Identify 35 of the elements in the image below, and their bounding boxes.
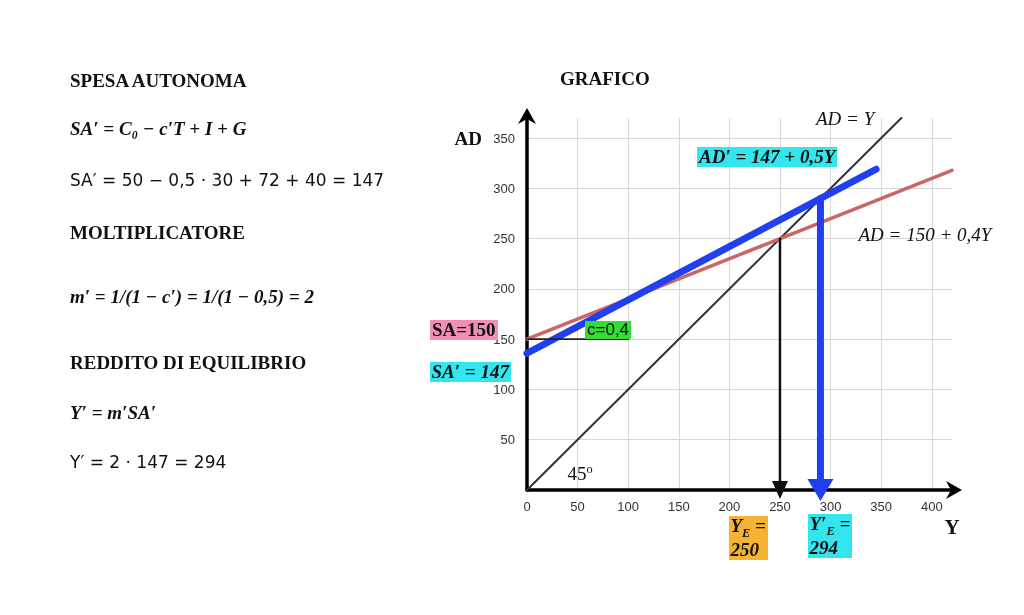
annotation: c=0,4 bbox=[585, 320, 632, 339]
y-tick-label: 300 bbox=[493, 180, 515, 196]
text: Y′ = m′SA′ bbox=[70, 402, 156, 424]
text: SA′ = 50 − 0,5 · 30 + 72 + 40 = 147 bbox=[70, 170, 385, 190]
x-tick-label: 100 bbox=[617, 499, 640, 514]
y-tick-label: 250 bbox=[493, 231, 515, 247]
text: m′ = 1/(1 − c′) = 1/(1 − 0,5) = 2 bbox=[70, 286, 315, 308]
text: Y′$_{E}$ = 294 bbox=[807, 513, 853, 558]
y-axis-title: AD bbox=[454, 128, 482, 149]
text: SA′ = 147 bbox=[429, 361, 511, 382]
x-axis-title: Y bbox=[944, 514, 960, 539]
annotation: 45$^{o}$ bbox=[566, 461, 594, 484]
chart-title: GRAFICO bbox=[560, 68, 650, 89]
x-tick-label: 400 bbox=[920, 499, 943, 514]
x-tick-label: 200 bbox=[718, 499, 741, 514]
y-tick-label: 350 bbox=[493, 130, 515, 146]
x-tick-label: 350 bbox=[870, 499, 893, 514]
x-tick-label: 50 bbox=[570, 499, 585, 514]
x-tick-label: 250 bbox=[769, 499, 791, 514]
text: SA=150 bbox=[430, 319, 498, 340]
annotation: AD = Y bbox=[814, 108, 877, 129]
y-tick-label: 200 bbox=[493, 281, 515, 297]
text: REDDITO DI EQUILIBRIO bbox=[70, 352, 307, 374]
x-tick-label: 300 bbox=[819, 499, 842, 514]
text: MOLTIPLICATORE bbox=[70, 222, 245, 244]
x-tick-label: 150 bbox=[667, 499, 690, 514]
text: Y′ = 2 · 147 = 294 bbox=[70, 452, 227, 472]
text: Y$_{E}$ = 250 bbox=[728, 515, 768, 560]
y-tick-label: 100 bbox=[493, 381, 515, 397]
text: SA′ = C₀ − c′T + I + G bbox=[70, 118, 247, 140]
text: SPESA AUTONOMA bbox=[70, 70, 247, 92]
x-tick-label: 0 bbox=[523, 499, 531, 514]
annotation: AD′ = 147 + 0,5Y bbox=[697, 146, 838, 167]
annotation: AD = 150 + 0,4Y bbox=[856, 224, 994, 245]
y-tick-label: 50 bbox=[500, 432, 515, 448]
